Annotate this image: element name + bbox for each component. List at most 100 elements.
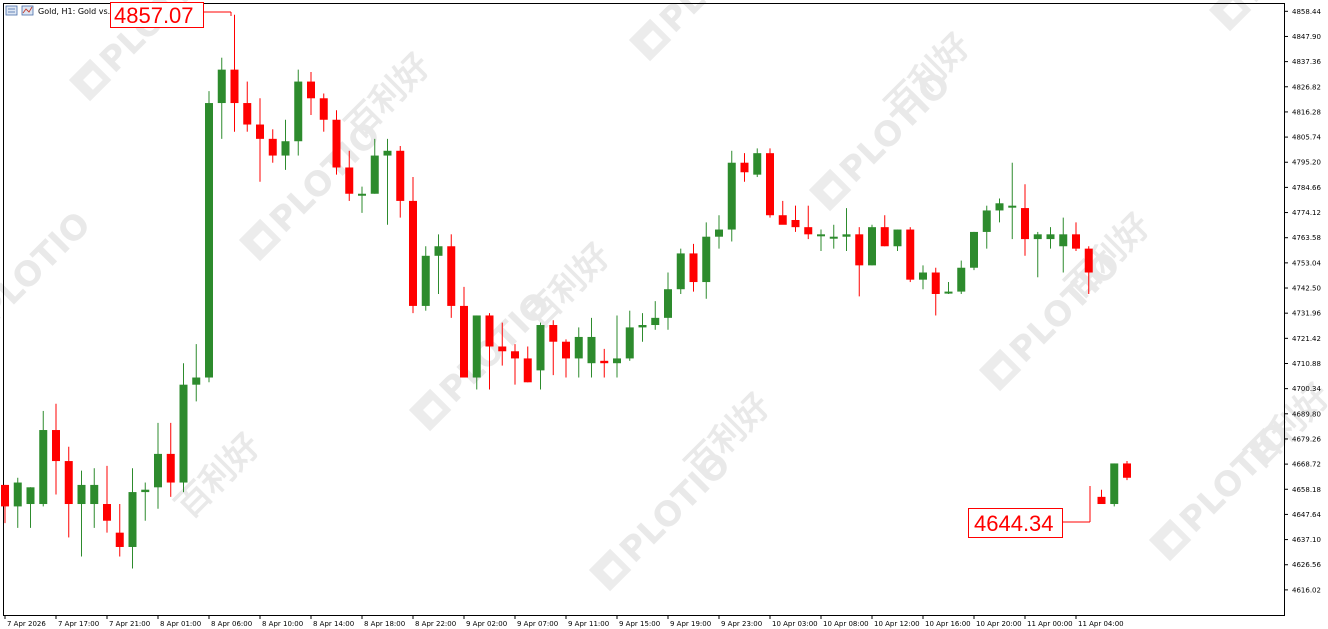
price-tick-label: 4742.50	[1292, 285, 1321, 293]
price-tick-label: 4858.44	[1292, 8, 1321, 16]
watermark-brand: PLOTIO	[652, 0, 779, 41]
low-price-annotation: 4644.34	[968, 486, 1091, 538]
time-tick-label: 11 Apr 04:00	[1078, 620, 1124, 628]
candle	[485, 313, 494, 390]
candle	[498, 322, 507, 366]
chart-header: Gold, H1: Gold vs. US Dollar	[5, 5, 151, 16]
watermark-logo: PLOTIO	[1208, 0, 1328, 32]
candle	[1, 484, 9, 524]
price-axis[interactable]: 4858.44 4847.90 4837.36 4826.82 4816.28 4805.…	[1284, 8, 1321, 595]
indicator-icon[interactable]	[21, 5, 34, 16]
time-tick-label: 8 Apr 10:00	[262, 620, 303, 628]
candle	[268, 129, 277, 163]
candle	[409, 177, 417, 314]
chart-type-icon[interactable]	[5, 5, 18, 16]
candle	[230, 14, 239, 132]
candle	[638, 313, 647, 342]
price-tick-label: 4753.04	[1292, 259, 1321, 267]
price-tick-label: 4816.28	[1292, 108, 1321, 116]
plot-frame	[3, 3, 1285, 616]
price-tick-label: 4637.10	[1292, 536, 1321, 544]
candle	[791, 205, 800, 232]
candle	[141, 482, 150, 521]
candle	[842, 208, 851, 252]
candle	[1021, 184, 1029, 256]
high-price-annotation: 4857.07	[110, 2, 232, 28]
time-tick-label: 7 Apr 2026	[7, 620, 46, 628]
candle	[893, 229, 902, 252]
candle	[957, 260, 966, 294]
candle	[421, 246, 430, 311]
price-tick-label: 4647.64	[1292, 511, 1321, 519]
time-tick-label: 8 Apr 14:00	[313, 620, 354, 628]
price-tick-label: 4616.02	[1292, 586, 1321, 594]
candle	[574, 327, 583, 378]
time-tick-label: 9 Apr 07:00	[517, 620, 558, 628]
candle	[460, 286, 468, 378]
time-tick-label: 8 Apr 06:00	[211, 620, 252, 628]
price-tick-label: 4763.58	[1292, 234, 1321, 242]
time-tick-label: 10 Apr 20:00	[976, 620, 1022, 628]
time-tick-label: 7 Apr 17:00	[58, 620, 99, 628]
candle	[523, 346, 532, 383]
candle	[115, 504, 124, 557]
candle	[727, 150, 736, 242]
candle	[766, 148, 774, 218]
candle	[1008, 162, 1017, 240]
watermark-logo: PLOTIO	[0, 204, 99, 331]
price-tick-label: 4795.20	[1292, 159, 1321, 167]
candle	[345, 150, 354, 201]
candle	[383, 138, 392, 225]
time-axis[interactable]: 7 Apr 2026 7 Apr 17:00 7 Apr 21:00 8 Apr 01…	[4, 615, 1124, 628]
time-tick-label: 7 Apr 21:00	[109, 620, 150, 628]
candle	[166, 422, 175, 497]
price-tick-label: 4668.72	[1292, 461, 1321, 469]
candle	[179, 363, 188, 493]
candle	[664, 272, 672, 330]
candle	[1059, 217, 1068, 273]
candle	[931, 267, 940, 316]
candle	[829, 224, 838, 249]
time-tick-label: 9 Apr 23:00	[721, 620, 762, 628]
candle	[613, 315, 621, 378]
candle	[702, 222, 711, 299]
candle	[970, 231, 978, 271]
price-tick-label: 4721.42	[1292, 335, 1321, 343]
watermark-chinese: 百利好	[338, 46, 438, 146]
symbol-info: Gold, H1: Gold vs. US Dollar	[38, 7, 151, 16]
candle	[294, 69, 303, 156]
candle	[332, 110, 341, 175]
time-tick-label: 8 Apr 01:00	[160, 620, 201, 628]
candle	[358, 186, 366, 213]
candle	[651, 301, 660, 330]
candle	[26, 487, 35, 528]
watermark-chinese: 百利好	[518, 236, 618, 336]
candle	[906, 227, 915, 283]
price-tick-label: 4731.96	[1292, 310, 1321, 318]
candle	[600, 348, 609, 378]
time-tick-label: 10 Apr 12:00	[874, 620, 920, 628]
candle	[919, 265, 927, 290]
candle	[1033, 231, 1042, 278]
price-tick-label: 4837.36	[1292, 58, 1321, 66]
price-tick-label: 4689.80	[1292, 410, 1321, 418]
price-tick-label: 4679.26	[1292, 435, 1321, 443]
candle	[562, 339, 570, 378]
time-tick-label: 10 Apr 03:00	[772, 620, 818, 628]
time-tick-label: 9 Apr 15:00	[619, 620, 660, 628]
candle	[817, 229, 825, 252]
time-tick-label: 9 Apr 19:00	[670, 620, 711, 628]
candle	[778, 200, 787, 225]
candlestick-series	[1, 14, 1131, 569]
high-price-label: 4857.07	[114, 3, 194, 28]
candle	[1072, 222, 1080, 252]
candle	[64, 446, 73, 538]
candle	[154, 422, 162, 509]
candle	[307, 72, 315, 115]
candle	[434, 234, 443, 294]
candle	[77, 470, 86, 557]
time-tick-label: 10 Apr 16:00	[925, 620, 971, 628]
candle	[1097, 489, 1106, 505]
candle	[880, 215, 889, 247]
